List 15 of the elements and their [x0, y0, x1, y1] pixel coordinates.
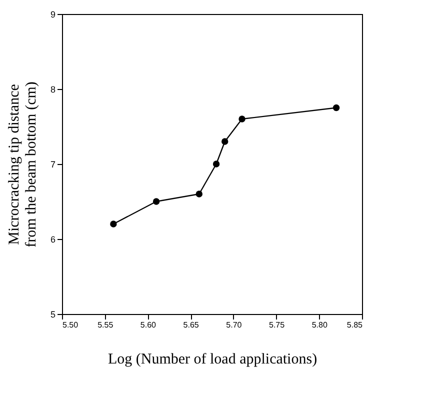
x-tick-label: 5.60 — [140, 320, 157, 330]
y-tick-label: 6 — [50, 234, 56, 244]
y-tick-label: 9 — [50, 10, 56, 20]
x-tick-label: 5.75 — [268, 320, 286, 330]
y-tick-label: 7 — [50, 160, 56, 170]
x-tick-label: 5.85 — [346, 320, 364, 330]
x-tick-label: 5.65 — [183, 320, 200, 330]
x-tick-label: 5.70 — [226, 320, 242, 330]
y-axis-title: Microcracking tip distance from the beam bottom (cm) — [6, 82, 40, 248]
y-tick-label: 8 — [50, 84, 56, 94]
x-axis-title: Log (Number of load applications) — [108, 352, 318, 368]
x-tick-label: 5.80 — [312, 320, 328, 330]
x-tick-label: 5.50 — [62, 320, 79, 330]
x-tick-label: 5.55 — [98, 320, 114, 330]
y-tick-label: 5 — [50, 310, 56, 320]
